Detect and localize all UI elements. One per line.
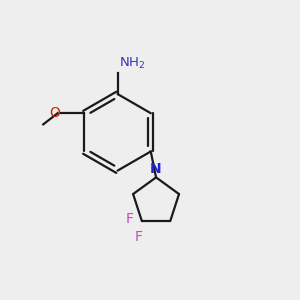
Text: F: F (134, 230, 142, 244)
Text: NH$_2$: NH$_2$ (119, 56, 146, 71)
Text: O: O (49, 106, 60, 120)
Text: N: N (150, 162, 162, 176)
Text: F: F (126, 212, 134, 226)
